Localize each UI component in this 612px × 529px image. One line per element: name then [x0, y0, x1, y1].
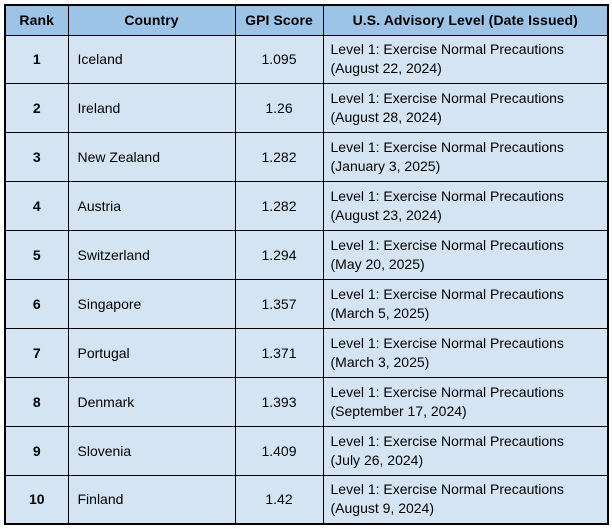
rank-cell: 8 [4, 376, 69, 427]
advisory-cell: Level 1: Exercise Normal Precautions (Jul… [322, 425, 609, 476]
gpi-score-cell: 1.371 [234, 327, 324, 378]
advisory-date-text: (May 20, 2025) [330, 256, 425, 272]
advisory-cell: Level 1: Exercise Normal Precautions (Mar… [322, 327, 609, 378]
gpi-score-cell: 1.095 [234, 34, 324, 85]
table-header: Rank Country GPI Score U.S. Advisory Lev… [4, 4, 609, 36]
advisory-cell: Level 1: Exercise Normal Precautions (Aug… [322, 83, 609, 134]
advisory-level-text: Level 1: Exercise Normal Precautions [330, 237, 564, 253]
advisory-cell: Level 1: Exercise Normal Precautions (Aug… [322, 34, 609, 85]
country-cell: Switzerland [67, 230, 236, 280]
advisory-cell: Level 1: Exercise Normal Precautions (May… [322, 230, 609, 280]
table-row: 1 Iceland 1.095 Level 1: Exercise Normal Pr… [4, 34, 609, 85]
advisory-cell: Level 1: Exercise Normal Precautions (Mar… [322, 278, 609, 329]
rank-cell: 9 [4, 425, 69, 476]
advisory-level-text: Level 1: Exercise Normal Precautions [330, 139, 564, 156]
header-gpi-score: GPI Score [234, 4, 324, 36]
advisory-level-text: Level 1: Exercise Normal Precautions [330, 285, 564, 302]
advisory-level-text: Level 1: Exercise Normal Precautions [330, 432, 564, 449]
gpi-score-cell: 1.357 [234, 278, 324, 329]
gpi-score-cell: 1.282 [234, 181, 324, 232]
table-row: 8 Denmark 1.393 Level 1: Exercise Normal Pr… [4, 376, 609, 427]
header-country: Country [67, 4, 236, 36]
advisory-date-text: (August 28, 2024) [330, 109, 442, 126]
gpi-ranking-table: Rank Country GPI Score U.S. Advisory Lev… [4, 4, 609, 525]
rank-cell: 5 [4, 230, 69, 280]
table-row: 10 Finland 1.42 Level 1: Exercise Normal Pr… [4, 474, 609, 525]
advisory-date-text: (August 23, 2024) [330, 207, 442, 224]
country-cell: Iceland [67, 34, 236, 85]
country-cell: Singapore [67, 278, 236, 329]
rank-cell: 1 [4, 34, 69, 85]
rank-cell: 3 [4, 132, 69, 183]
header-advisory-level: U.S. Advisory Level (Date Issued) [322, 4, 609, 36]
advisory-date-text: (March 5, 2025) [330, 304, 430, 321]
country-cell: Portugal [67, 327, 236, 378]
table-row: 9 Slovenia 1.409 Level 1: Exercise Normal P… [4, 425, 609, 476]
country-cell: Slovenia [67, 425, 236, 476]
country-cell: Denmark [67, 376, 236, 427]
rank-cell: 7 [4, 327, 69, 378]
table-body: 1 Iceland 1.095 Level 1: Exercise Normal Pr… [4, 34, 609, 525]
advisory-level-text: Level 1: Exercise Normal Precautions [330, 383, 564, 400]
country-cell: Finland [67, 474, 236, 525]
header-row: Rank Country GPI Score U.S. Advisory Lev… [4, 4, 609, 36]
advisory-date-text: (August 22, 2024) [330, 60, 442, 77]
advisory-cell: Level 1: Exercise Normal Precautions (Sep… [322, 376, 609, 427]
rank-cell: 2 [4, 83, 69, 134]
advisory-cell: Level 1: Exercise Normal Precautions (Aug… [322, 474, 609, 525]
rank-cell: 10 [4, 474, 69, 525]
advisory-date-text: (March 3, 2025) [330, 353, 430, 370]
table-row: 5 Switzerland 1.294 Level 1: Exercise Norma… [4, 230, 609, 280]
table-row: 7 Portugal 1.371 Level 1: Exercise Normal P… [4, 327, 609, 378]
advisory-date-text: (July 26, 2024) [330, 451, 424, 468]
advisory-level-text: Level 1: Exercise Normal Precautions [330, 41, 564, 58]
advisory-level-text: Level 1: Exercise Normal Precautions [330, 90, 564, 107]
advisory-cell: Level 1: Exercise Normal Precautions (Jan… [322, 132, 609, 183]
table-row: 2 Ireland 1.26 Level 1: Exercise Normal Pre… [4, 83, 609, 134]
advisory-level-text: Level 1: Exercise Normal Precautions [330, 188, 564, 205]
table-row: 3 New Zealand 1.282 Level 1: Exercise Norma… [4, 132, 609, 183]
gpi-score-cell: 1.282 [234, 132, 324, 183]
gpi-score-cell: 1.42 [234, 474, 324, 525]
gpi-score-cell: 1.294 [234, 230, 324, 280]
table-row: 6 Singapore 1.357 Level 1: Exercise Normal … [4, 278, 609, 329]
advisory-level-text: Level 1: Exercise Normal Precautions [330, 334, 564, 351]
gpi-score-cell: 1.26 [234, 83, 324, 134]
header-rank: Rank [4, 4, 69, 36]
advisory-date-text: (September 17, 2024) [330, 402, 467, 419]
table-row: 4 Austria 1.282 Level 1: Exercise Normal Pr… [4, 181, 609, 232]
gpi-score-cell: 1.393 [234, 376, 324, 427]
advisory-cell: Level 1: Exercise Normal Precautions (Aug… [322, 181, 609, 232]
gpi-score-cell: 1.409 [234, 425, 324, 476]
country-cell: Austria [67, 181, 236, 232]
country-cell: New Zealand [67, 132, 236, 183]
advisory-date-text: (January 3, 2025) [330, 158, 441, 175]
advisory-date-text: (August 9, 2024) [330, 500, 435, 517]
country-cell: Ireland [67, 83, 236, 134]
rank-cell: 4 [4, 181, 69, 232]
advisory-level-text: Level 1: Exercise Normal Precautions [330, 481, 564, 498]
rank-cell: 6 [4, 278, 69, 329]
